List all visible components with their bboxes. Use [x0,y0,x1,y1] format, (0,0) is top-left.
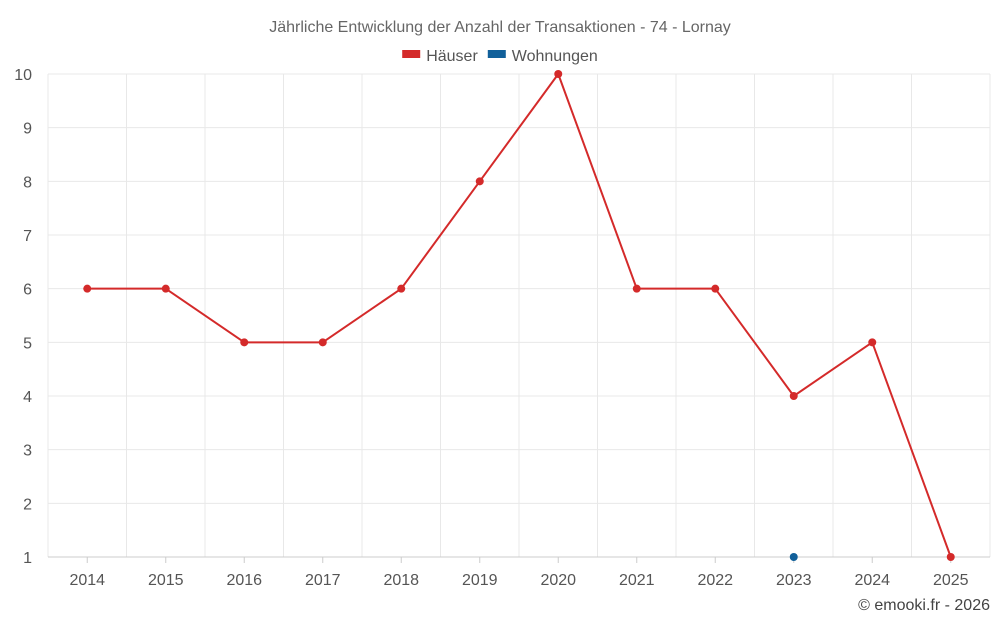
data-point [711,284,720,293]
legend-item: Wohnungen [487,48,598,65]
y-tick-label: 7 [23,228,32,245]
x-tick-label: 2017 [305,572,341,589]
data-point [554,70,563,78]
x-tick-label: 2022 [697,572,733,589]
chart-title: Jährliche Entwicklung der Anzahl der Tra… [269,19,731,36]
legend-swatch [487,50,506,58]
x-tick-label: 2023 [776,572,812,589]
data-point [240,338,249,347]
x-tick-label: 2025 [933,572,969,589]
x-tick-label: 2015 [148,572,184,589]
data-point [789,553,798,561]
legend-label: Wohnungen [512,48,598,65]
x-axis: 2014 2015 2016 2017 2018 2019 2020 2021 2022 2023… [69,557,969,589]
y-tick-label: 3 [23,443,32,460]
series-1 [789,553,798,561]
series-0 [83,70,955,561]
x-tick-label: 2019 [462,572,498,589]
y-tick-label: 8 [23,174,32,191]
series-layer [83,70,955,561]
legend-item: Häuser [402,48,478,65]
y-axis: 1 2 3 4 5 6 7 8 9 10 [14,67,32,567]
data-point [318,338,327,347]
y-tick-label: 5 [23,335,32,352]
data-point [868,338,877,347]
x-tick-label: 2020 [540,572,576,589]
data-point [632,284,641,293]
grid [47,73,991,558]
data-point [475,177,484,186]
x-tick-label: 2018 [383,572,419,589]
x-tick-label: 2021 [619,572,655,589]
data-point [946,553,955,561]
data-point [83,284,92,293]
legend: Häuser Wohnungen [402,48,598,65]
legend-label: Häuser [426,48,478,65]
credit-text: © emooki.fr - 2026 [858,597,990,614]
series-line [87,73,952,558]
data-point [789,392,798,400]
legend-swatch [402,50,421,58]
data-point [397,284,406,293]
data-point [161,284,170,293]
y-tick-label: 1 [23,550,32,567]
y-tick-label: 9 [23,121,32,138]
y-tick-label: 4 [23,389,32,406]
x-tick-label: 2014 [69,572,105,589]
y-tick-label: 10 [14,67,32,84]
x-tick-label: 2024 [854,572,890,589]
y-tick-label: 6 [23,282,32,299]
x-tick-label: 2016 [226,572,262,589]
y-tick-label: 2 [23,496,32,513]
